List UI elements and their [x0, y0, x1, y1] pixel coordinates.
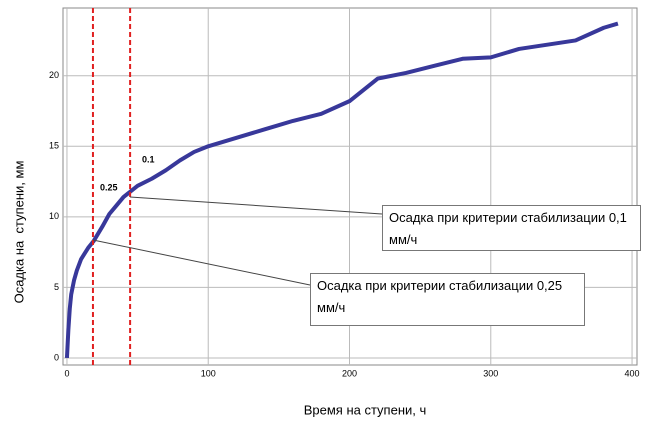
x-tick-label: 200	[342, 368, 357, 378]
x-tick-label: 100	[201, 368, 216, 378]
x-tick-label: 300	[483, 368, 498, 378]
pointer	[129, 196, 383, 215]
y-tick-label: 5	[54, 282, 59, 292]
data-line	[64, 21, 619, 359]
annotation: 0.1	[142, 154, 155, 164]
pointer	[92, 239, 311, 286]
x-tick-label: 400	[625, 368, 640, 378]
x-axis-label: Время на ступени, ч	[304, 402, 427, 417]
callout: Осадка при критерии стабилизации 0,25 мм…	[310, 273, 585, 326]
y-tick-label: 15	[49, 141, 59, 151]
callout: Осадка при критерии стабилизации 0,1 мм/…	[382, 205, 641, 251]
y-tick-label: 20	[49, 70, 59, 80]
y-tick-label: 0	[54, 352, 59, 362]
x-tick-label: 0	[64, 368, 69, 378]
annotation: 0.25	[100, 182, 118, 192]
y-tick-label: 10	[49, 211, 59, 221]
y-axis-label: Осадка на ступени, мм	[11, 161, 26, 304]
